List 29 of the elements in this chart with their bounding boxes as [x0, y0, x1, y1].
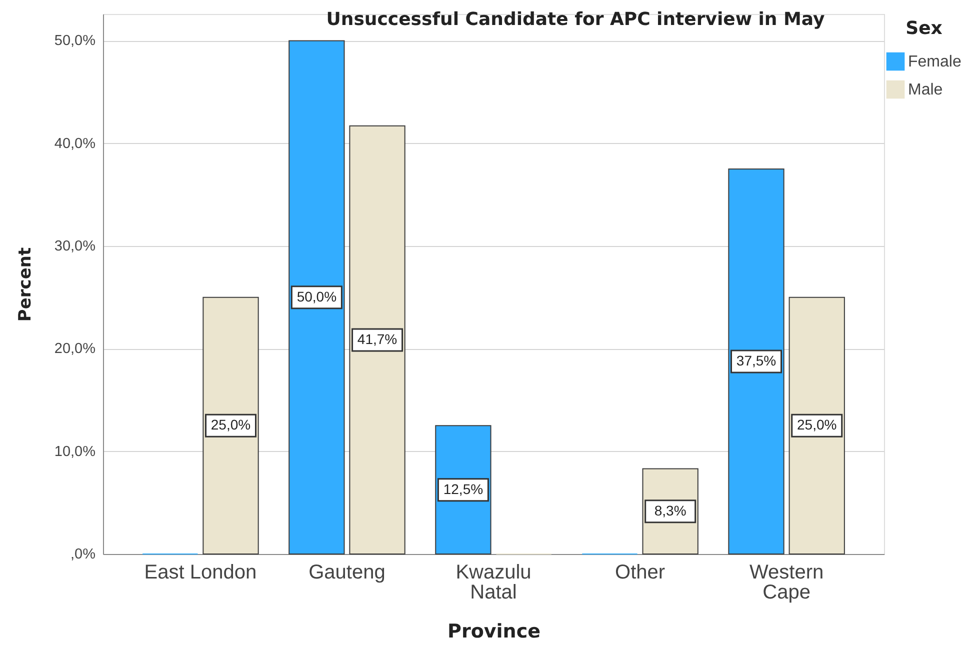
- y-tick-label: ,0%: [70, 546, 96, 562]
- y-tick-label: 40,0%: [54, 136, 96, 152]
- y-tick-label: 10,0%: [54, 444, 96, 460]
- data-label: 25,0%: [797, 416, 837, 433]
- bar: [728, 168, 784, 554]
- data-label: 37,5%: [736, 352, 776, 369]
- y-tick-label: 50,0%: [54, 33, 96, 50]
- y-tick-label: 20,0%: [54, 341, 96, 358]
- x-axis-title: Province: [448, 620, 540, 642]
- bar: [788, 296, 845, 554]
- y-tick-label: 30,0%: [54, 238, 96, 255]
- legend-label: Male: [908, 82, 943, 98]
- x-tick-label: Kwazulu Natal: [456, 562, 532, 604]
- x-tick-label: Other: [615, 562, 666, 584]
- x-tick-label: Gauteng: [308, 562, 386, 584]
- chart-title: Unsuccessful Candidate for APC interview in May: [326, 9, 825, 30]
- legend-title: Sex: [906, 18, 943, 39]
- x-tick-label: East London: [144, 562, 257, 584]
- x-tick-label: Western Cape: [750, 562, 824, 604]
- y-axis-title: Percent: [15, 247, 36, 322]
- bar: [288, 40, 345, 554]
- bar: [202, 296, 259, 554]
- bar: [349, 125, 406, 554]
- data-label: 12,5%: [443, 480, 484, 497]
- data-label: 41,7%: [357, 330, 398, 347]
- data-label: 50,0%: [296, 288, 337, 304]
- legend-label: Female: [908, 54, 962, 70]
- data-label: 8,3%: [654, 502, 686, 518]
- data-label: 25,0%: [210, 416, 251, 433]
